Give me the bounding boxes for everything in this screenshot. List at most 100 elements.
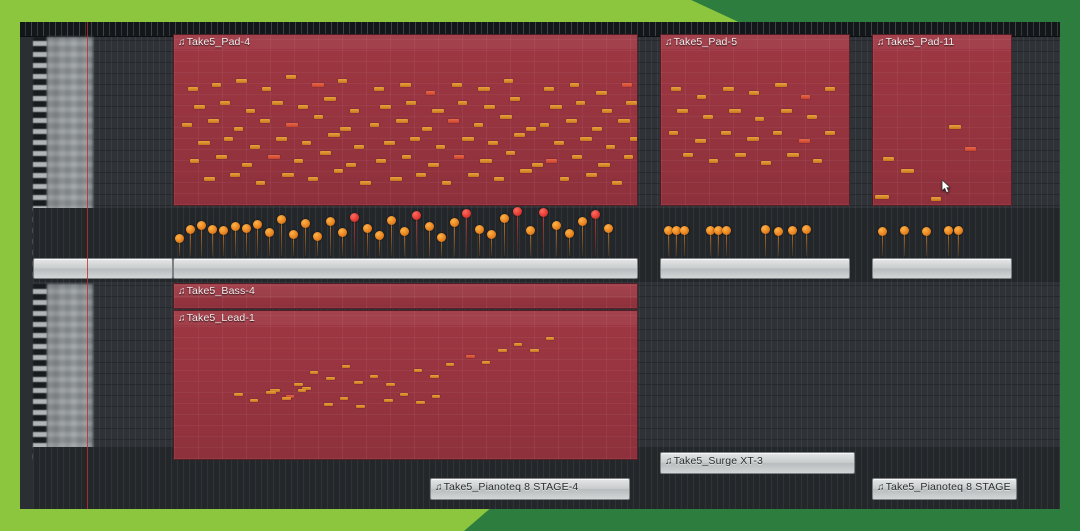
midi-note[interactable] bbox=[390, 177, 402, 181]
midi-note[interactable] bbox=[626, 101, 637, 105]
midi-note[interactable] bbox=[546, 159, 557, 163]
midi-note[interactable] bbox=[488, 141, 498, 145]
midi-note[interactable] bbox=[697, 95, 706, 99]
midi-note[interactable] bbox=[580, 137, 592, 141]
midi-note[interactable] bbox=[302, 387, 311, 390]
velocity-marker[interactable] bbox=[526, 226, 535, 256]
velocity-lane-pad-4[interactable] bbox=[173, 207, 638, 256]
midi-note[interactable] bbox=[406, 101, 416, 105]
velocity-marker[interactable] bbox=[326, 217, 335, 256]
midi-note[interactable] bbox=[374, 87, 384, 91]
velocity-marker[interactable] bbox=[437, 233, 446, 256]
velocity-marker[interactable] bbox=[900, 226, 909, 256]
midi-note[interactable] bbox=[468, 173, 479, 177]
midi-note[interactable] bbox=[334, 169, 343, 173]
velocity-marker[interactable] bbox=[706, 226, 715, 256]
midi-note[interactable] bbox=[799, 139, 810, 143]
midi-note[interactable] bbox=[312, 83, 324, 87]
midi-note[interactable] bbox=[298, 105, 308, 109]
midi-note[interactable] bbox=[286, 123, 298, 127]
midi-note[interactable] bbox=[550, 105, 562, 109]
midi-note[interactable] bbox=[458, 101, 467, 105]
track-header-panel-lower[interactable] bbox=[47, 284, 93, 459]
midi-note[interactable] bbox=[721, 131, 731, 135]
midi-clip-pad-5[interactable]: ♫Take5_Pad-5 bbox=[660, 34, 850, 206]
velocity-marker[interactable] bbox=[375, 231, 384, 256]
midi-note[interactable] bbox=[669, 131, 678, 135]
midi-note[interactable] bbox=[428, 163, 439, 167]
midi-note[interactable] bbox=[360, 181, 371, 185]
velocity-marker[interactable] bbox=[338, 228, 347, 256]
gray-clip-pad-5[interactable] bbox=[660, 258, 850, 279]
midi-note[interactable] bbox=[298, 389, 306, 392]
midi-note[interactable] bbox=[396, 119, 408, 123]
midi-note[interactable] bbox=[276, 137, 287, 141]
midi-note[interactable] bbox=[526, 127, 536, 131]
velocity-marker[interactable] bbox=[944, 226, 953, 256]
midi-note[interactable] bbox=[234, 127, 243, 131]
midi-note[interactable] bbox=[618, 119, 630, 123]
midi-clip-pad-4[interactable]: ♫Take5_Pad-4 bbox=[173, 34, 638, 206]
midi-note[interactable] bbox=[262, 87, 271, 91]
midi-note[interactable] bbox=[410, 137, 420, 141]
midi-note[interactable] bbox=[384, 141, 395, 145]
velocity-marker[interactable] bbox=[277, 215, 286, 256]
velocity-marker[interactable] bbox=[714, 226, 723, 256]
velocity-marker[interactable] bbox=[350, 213, 359, 256]
midi-note[interactable] bbox=[216, 155, 227, 159]
midi-note[interactable] bbox=[286, 75, 296, 79]
midi-note[interactable] bbox=[695, 139, 706, 143]
velocity-marker[interactable] bbox=[219, 226, 228, 256]
midi-note[interactable] bbox=[308, 177, 318, 181]
velocity-marker[interactable] bbox=[412, 211, 421, 256]
midi-note[interactable] bbox=[324, 403, 333, 406]
midi-note[interactable] bbox=[354, 145, 364, 149]
midi-note[interactable] bbox=[256, 181, 265, 185]
velocity-marker[interactable] bbox=[289, 230, 298, 256]
midi-note[interactable] bbox=[949, 125, 961, 129]
midi-note[interactable] bbox=[462, 137, 474, 141]
midi-note[interactable] bbox=[354, 381, 363, 384]
midi-note[interactable] bbox=[234, 393, 243, 396]
midi-note[interactable] bbox=[506, 151, 515, 155]
midi-note[interactable] bbox=[250, 399, 258, 402]
automation-clip-pianoteq-stage-edge[interactable]: ♫Take5_Pianoteq 8 STAGE bbox=[872, 478, 1017, 500]
midi-note[interactable] bbox=[400, 83, 411, 87]
midi-clip-bass-4[interactable]: ♫Take5_Bass-4 bbox=[173, 283, 638, 309]
midi-note[interactable] bbox=[612, 181, 622, 185]
midi-note[interactable] bbox=[430, 375, 439, 378]
midi-note[interactable] bbox=[775, 83, 787, 87]
midi-note[interactable] bbox=[825, 131, 835, 135]
velocity-marker[interactable] bbox=[922, 227, 931, 256]
gray-clip-main[interactable] bbox=[173, 258, 638, 279]
midi-note[interactable] bbox=[494, 177, 504, 181]
midi-note[interactable] bbox=[294, 159, 303, 163]
midi-note[interactable] bbox=[466, 355, 475, 358]
midi-note[interactable] bbox=[498, 349, 507, 352]
automation-clip-pianoteq-stage-4[interactable]: ♫Take5_Pianoteq 8 STAGE-4 bbox=[430, 478, 630, 500]
midi-note[interactable] bbox=[242, 163, 252, 167]
midi-note[interactable] bbox=[480, 159, 492, 163]
midi-clip-lead-1[interactable]: ♫Take5_Lead-1 bbox=[173, 310, 638, 460]
midi-note[interactable] bbox=[484, 105, 495, 109]
midi-note[interactable] bbox=[194, 105, 205, 109]
velocity-marker[interactable] bbox=[265, 228, 274, 256]
velocity-marker[interactable] bbox=[591, 210, 600, 256]
midi-note[interactable] bbox=[931, 197, 941, 201]
midi-note[interactable] bbox=[622, 83, 632, 87]
midi-note[interactable] bbox=[787, 153, 799, 157]
midi-note[interactable] bbox=[749, 91, 759, 95]
gray-clip-pad-11[interactable] bbox=[872, 258, 1012, 279]
velocity-marker[interactable] bbox=[197, 221, 206, 256]
midi-note[interactable] bbox=[510, 97, 520, 101]
midi-note[interactable] bbox=[703, 115, 713, 119]
midi-note[interactable] bbox=[965, 147, 976, 151]
midi-note[interactable] bbox=[554, 141, 564, 145]
midi-note[interactable] bbox=[426, 91, 435, 95]
midi-note[interactable] bbox=[400, 393, 408, 396]
midi-note[interactable] bbox=[606, 145, 615, 149]
velocity-marker[interactable] bbox=[565, 229, 574, 256]
midi-note[interactable] bbox=[338, 79, 347, 83]
midi-note[interactable] bbox=[314, 115, 323, 119]
midi-note[interactable] bbox=[370, 123, 379, 127]
